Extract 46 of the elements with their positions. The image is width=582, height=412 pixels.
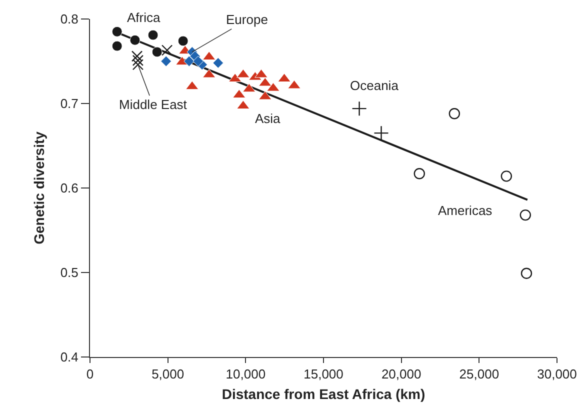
point	[152, 46, 162, 58]
x-tick-label: 20,000	[381, 366, 422, 382]
x-tick-label: 15,000	[304, 366, 344, 382]
point	[192, 56, 204, 67]
point	[414, 168, 425, 180]
y-tick-label: 0.5	[60, 265, 78, 280]
text: Europe	[226, 12, 268, 27]
point	[520, 209, 531, 221]
point	[130, 34, 140, 46]
point	[448, 108, 460, 120]
point	[500, 170, 512, 182]
x-tick-label: 25,000	[459, 366, 500, 382]
point	[374, 125, 389, 141]
x-axis-title: Distance from East Africa (km)	[222, 386, 426, 402]
point	[131, 50, 143, 62]
point	[236, 100, 250, 110]
x-tick-label: 0	[86, 366, 94, 382]
point	[258, 90, 272, 100]
series-label: Asia	[255, 111, 282, 126]
point	[184, 56, 195, 67]
point	[178, 36, 188, 46]
point	[212, 57, 224, 68]
point	[132, 54, 144, 66]
point	[186, 80, 199, 90]
series-label: Oceania	[350, 78, 400, 93]
x-tick-label: 5,000	[152, 366, 184, 382]
y-tick-label: 0.4	[60, 350, 78, 365]
series-label: Africa	[127, 10, 161, 25]
point	[520, 268, 532, 279]
point	[232, 89, 246, 98]
text: Middle East	[119, 97, 188, 112]
x-tick-label: 30,000	[537, 366, 577, 382]
point	[112, 40, 122, 52]
y-axis-title: Genetic diversity	[30, 131, 47, 244]
point	[352, 100, 367, 116]
y-tick-label: 0.7	[60, 96, 78, 112]
point	[258, 77, 272, 86]
point	[160, 56, 172, 67]
x-tick-label: 10,000	[226, 366, 266, 382]
point	[112, 26, 122, 37]
y-tick-label: 0.8	[60, 12, 78, 27]
y-tick-label: 0.6	[60, 180, 78, 196]
point	[132, 59, 144, 70]
point	[148, 30, 158, 40]
point	[161, 44, 173, 56]
series-label: Americas	[438, 203, 493, 218]
